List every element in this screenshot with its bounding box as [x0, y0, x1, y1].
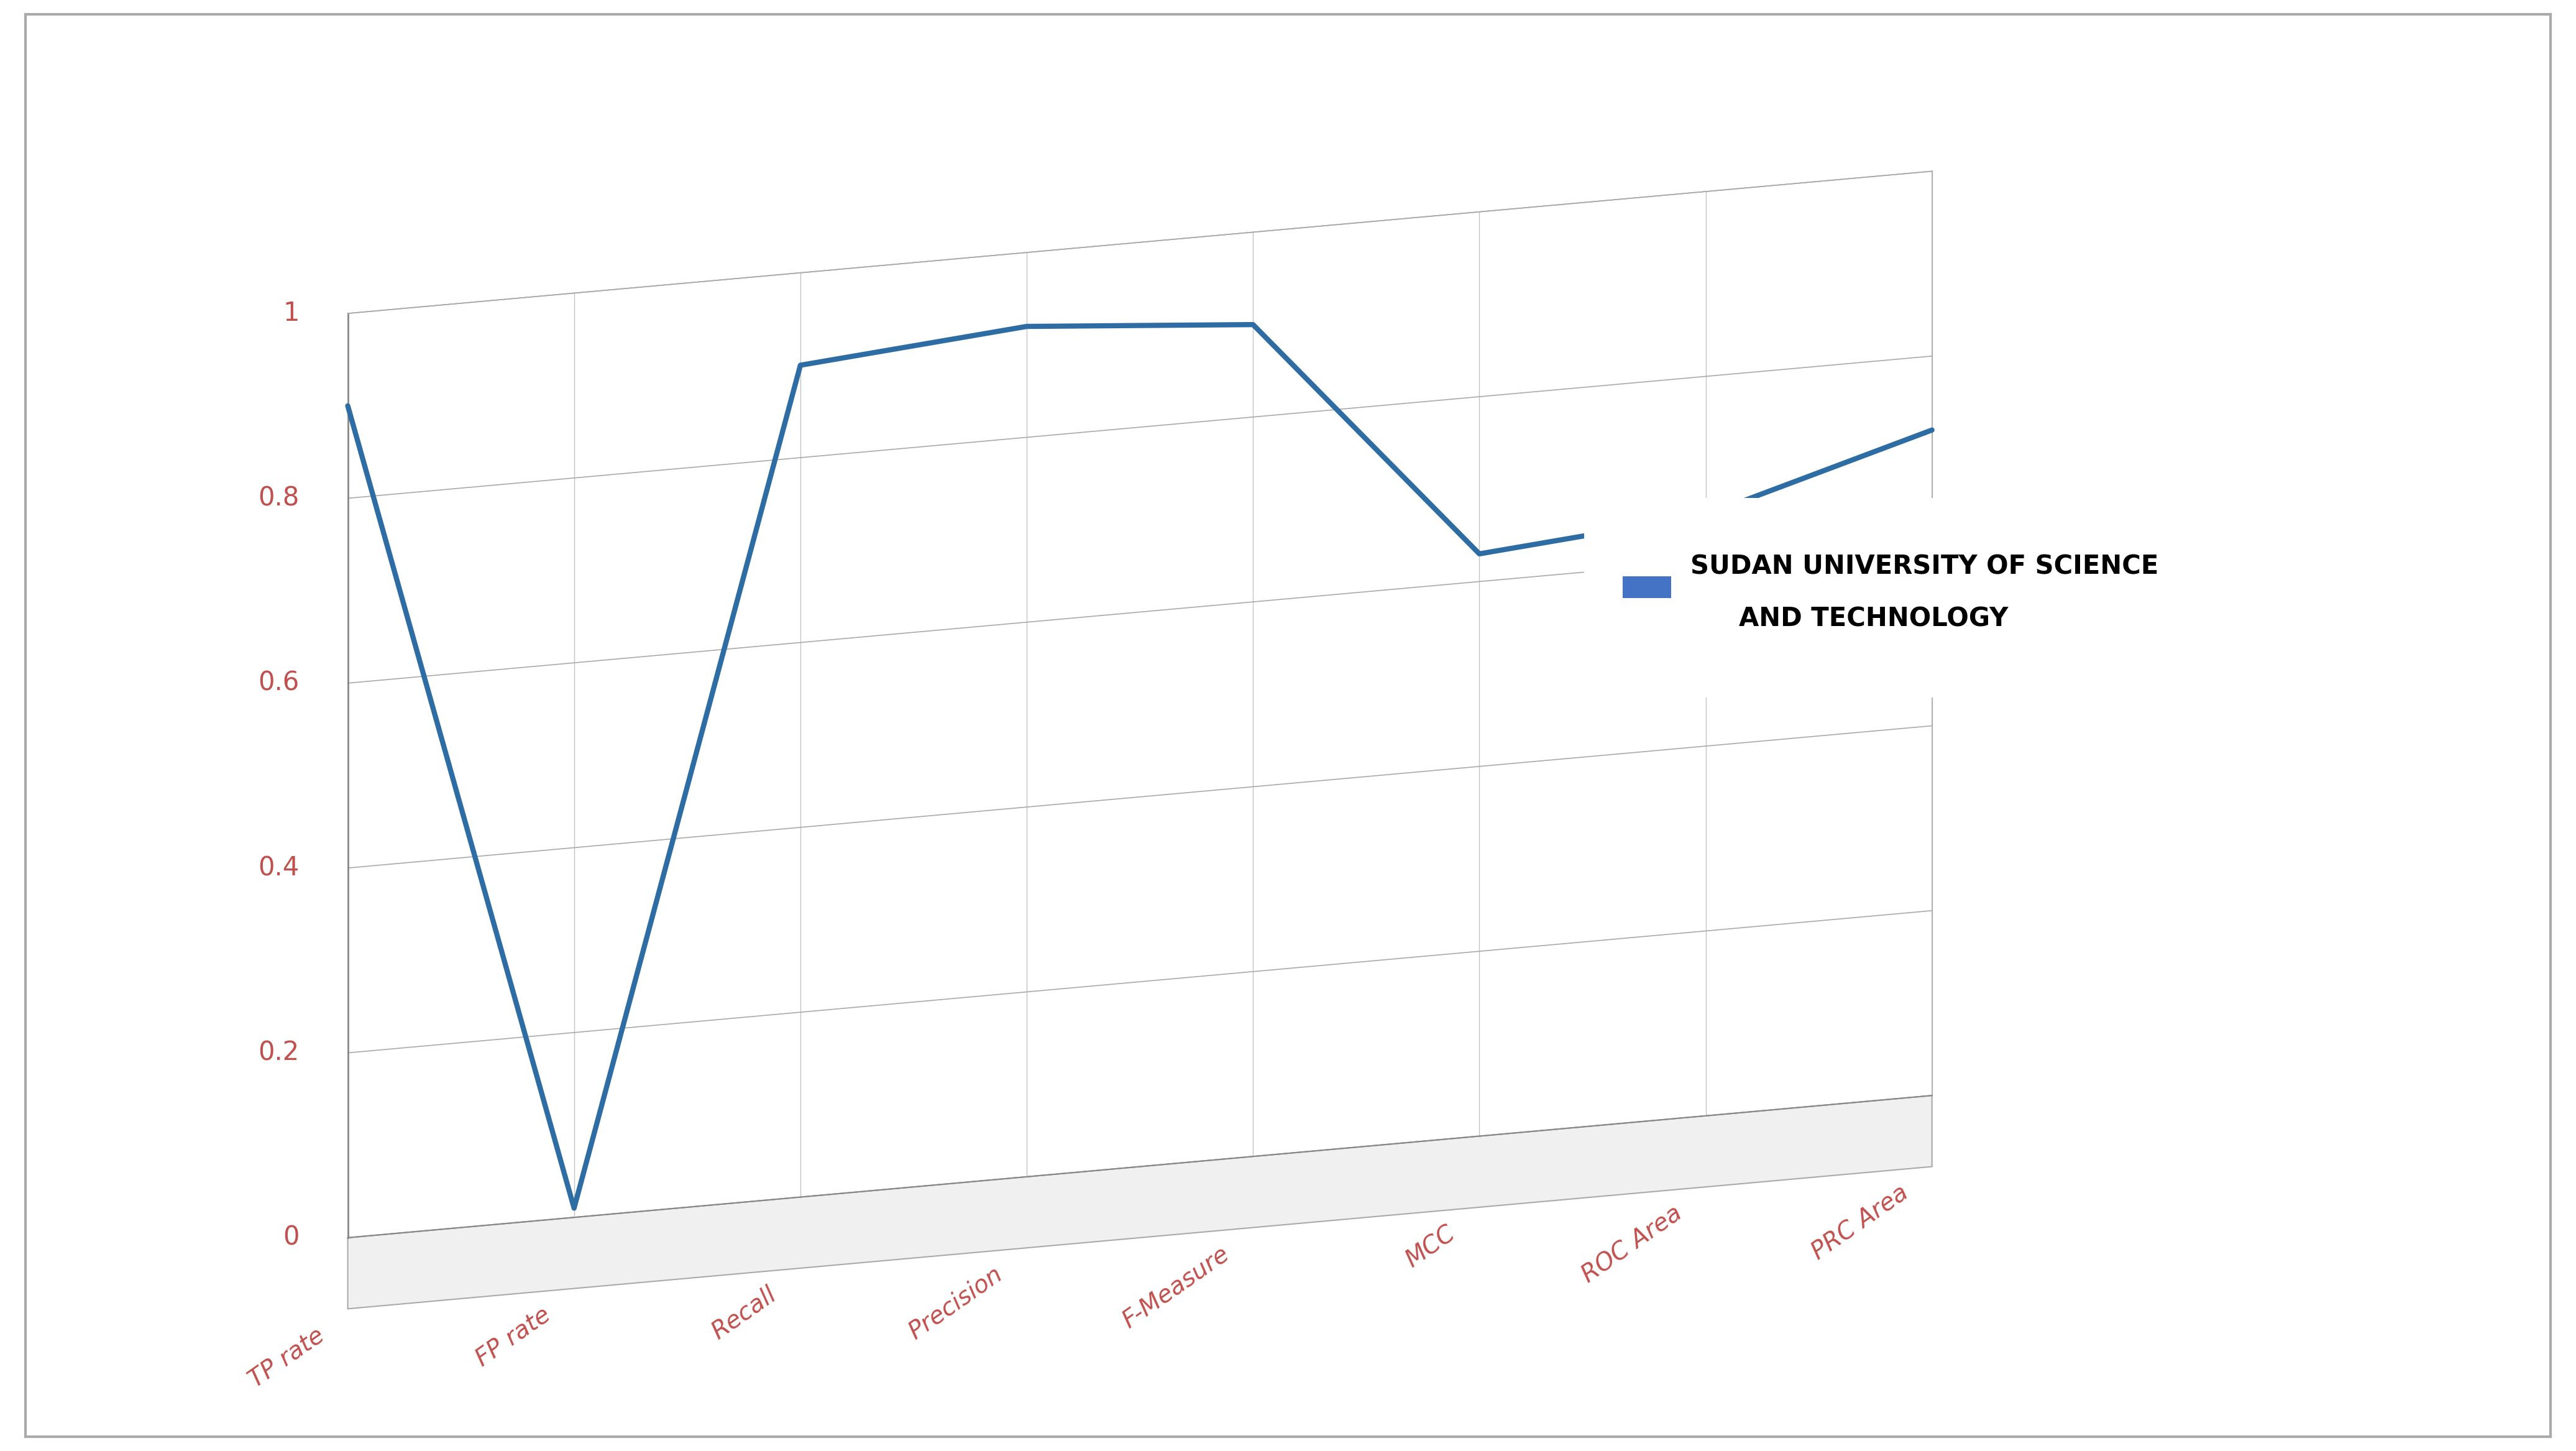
Text: F-Measure: F-Measure	[1118, 1242, 1234, 1332]
Text: 0.4: 0.4	[258, 855, 299, 881]
Text: Precision: Precision	[904, 1262, 1007, 1344]
Text: AND TECHNOLOGY: AND TECHNOLOGY	[1739, 607, 2009, 633]
FancyBboxPatch shape	[1584, 498, 1989, 698]
Text: 1: 1	[283, 300, 299, 326]
Text: Recall: Recall	[708, 1283, 781, 1344]
Text: 0.2: 0.2	[258, 1040, 299, 1066]
Text: PRC Area: PRC Area	[1808, 1181, 1911, 1264]
Text: SUDAN UNIVERSITY OF SCIENCE: SUDAN UNIVERSITY OF SCIENCE	[1690, 553, 2159, 579]
Bar	[1623, 576, 1672, 598]
Text: 0.6: 0.6	[258, 670, 299, 696]
Polygon shape	[348, 1096, 1932, 1309]
Text: MCC: MCC	[1401, 1222, 1461, 1273]
Text: 0: 0	[283, 1225, 299, 1251]
Text: TP rate: TP rate	[245, 1323, 327, 1392]
Text: FP rate: FP rate	[471, 1303, 554, 1371]
Text: ROC Area: ROC Area	[1577, 1201, 1687, 1287]
Text: 0.8: 0.8	[258, 485, 299, 511]
